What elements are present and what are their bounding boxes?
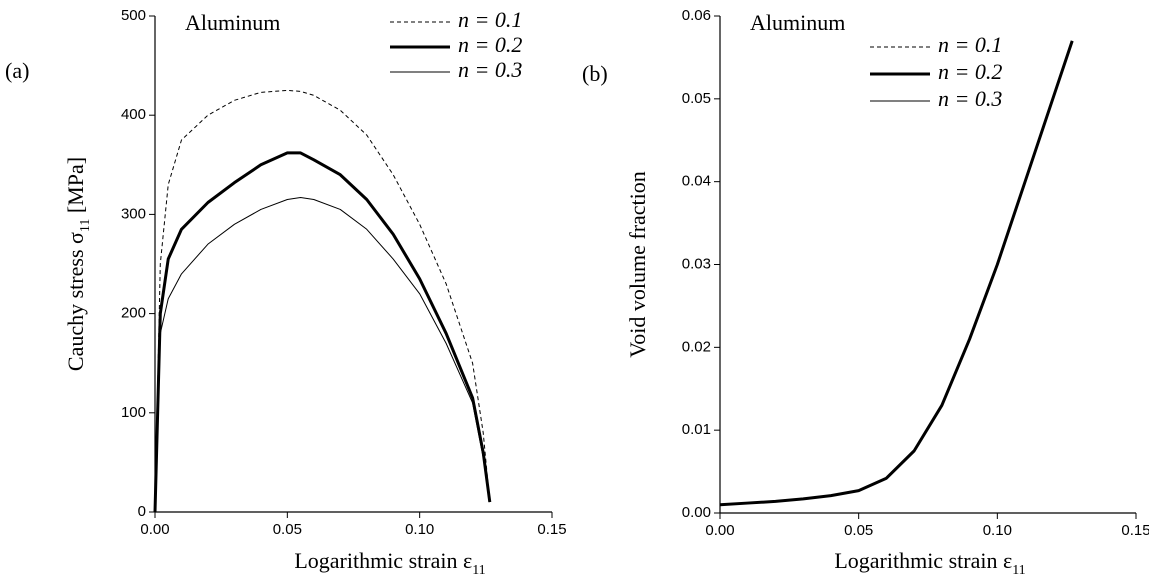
- legend-label: n = 0.3: [458, 57, 522, 82]
- annotation: Aluminum: [185, 10, 280, 35]
- legend-label: n = 0.2: [938, 59, 1002, 84]
- x-label-subscript: 11: [1012, 563, 1025, 578]
- y-tick-label: 0.01: [682, 421, 711, 438]
- legend-label: n = 0.2: [458, 32, 522, 57]
- y-tick-label: 300: [121, 205, 146, 222]
- y-tick-label: 500: [121, 7, 146, 24]
- y-tick-label: 400: [121, 106, 146, 123]
- panel-label: (b): [582, 61, 608, 86]
- line-series: [154, 89, 491, 513]
- chart: 0.00 0.01 0.02 0.03 0.04 0.05 0.06 0.00 0.05 0.10…: [582, 7, 1149, 578]
- x-label-subscript: 11: [472, 563, 485, 578]
- line-series: [154, 197, 491, 513]
- y-label-text: Void volume fraction: [625, 171, 650, 358]
- x-tick-label: 0.00: [140, 521, 169, 538]
- line-series: [719, 40, 1073, 506]
- x-axis-label: Logarithmic strain ε11: [834, 548, 1025, 578]
- x-tick-label: 0.15: [1121, 522, 1149, 539]
- y-axis-label: Void volume fraction: [625, 171, 650, 358]
- y-tick-label: 0.03: [682, 255, 711, 272]
- line-series: [153, 151, 492, 513]
- y-tick-label: 0.05: [682, 90, 711, 107]
- x-tick-label: 0.05: [844, 522, 873, 539]
- y-label-subscript: 11: [78, 219, 93, 232]
- y-tick-label: 200: [121, 305, 146, 322]
- line-series: [719, 40, 1074, 507]
- y-tick-label: 0.02: [682, 338, 711, 355]
- x-tick-label: 0.00: [705, 522, 734, 539]
- line-series: [719, 40, 1073, 506]
- panel-label: (a): [5, 58, 29, 83]
- chart: 0 100 200 300 400 500 0.00 0.05 0.10 0.15 (a) Alumi…: [5, 7, 567, 578]
- legend-label: n = 0.1: [458, 7, 522, 32]
- y-label-suffix: [MPa]: [63, 157, 88, 219]
- x-tick-label: 0.10: [405, 521, 434, 538]
- x-tick-label: 0.15: [537, 521, 566, 538]
- y-tick-label: 0: [138, 503, 146, 520]
- x-label-text: Logarithmic strain ε: [834, 548, 1012, 573]
- x-tick-label: 0.05: [273, 521, 302, 538]
- x-tick-label: 0.10: [983, 522, 1012, 539]
- y-tick-label: 0.04: [682, 173, 711, 190]
- y-label-text: Cauchy stress σ: [63, 232, 88, 371]
- x-label-text: Logarithmic strain ε: [294, 548, 472, 573]
- x-axis-label: Logarithmic strain ε11: [294, 548, 485, 578]
- annotation: Aluminum: [750, 10, 845, 35]
- y-tick-label: 0.00: [682, 504, 711, 521]
- legend-label: n = 0.3: [938, 86, 1002, 111]
- y-tick-label: 100: [121, 404, 146, 421]
- y-tick-label: 0.06: [682, 7, 711, 24]
- y-axis-label: Cauchy stress σ11 [MPa]: [63, 157, 93, 371]
- legend-label: n = 0.1: [938, 32, 1002, 57]
